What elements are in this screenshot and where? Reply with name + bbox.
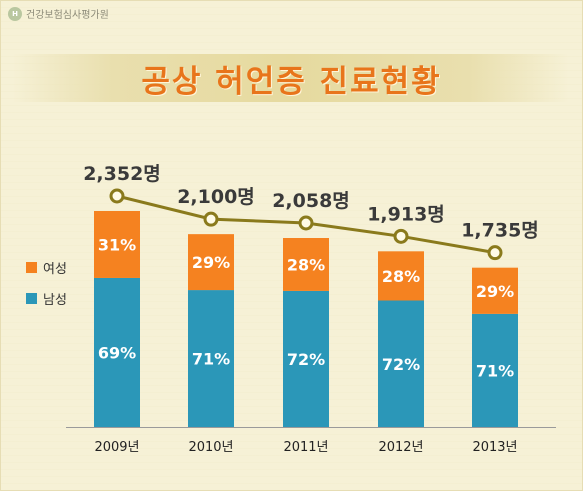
x-tick-label-4: 2013년 bbox=[472, 440, 517, 455]
bar-female-0 bbox=[94, 211, 140, 278]
total-point-4 bbox=[487, 245, 503, 261]
x-tick-label-1: 2010년 bbox=[188, 440, 233, 455]
data-label-female-2: 28% bbox=[287, 255, 325, 274]
total-label-1: 2,100명 bbox=[177, 186, 255, 208]
data-label-male-2: 72% bbox=[287, 350, 325, 369]
bar-female-4 bbox=[472, 267, 518, 314]
x-tick-label-0: 2009년 bbox=[94, 440, 139, 455]
legend-swatch-female bbox=[26, 262, 37, 273]
brand: H 건강보험심사평가원 bbox=[8, 6, 109, 21]
legend-item-female: 여성 bbox=[26, 258, 67, 277]
data-label-female-1: 29% bbox=[192, 253, 230, 272]
bar-female-1 bbox=[188, 234, 234, 291]
data-label-male-0: 69% bbox=[98, 343, 136, 362]
legend-label-male: 남성 bbox=[43, 293, 67, 308]
total-point-3 bbox=[393, 228, 409, 244]
total-label-4: 1,735명 bbox=[461, 220, 539, 242]
total-point-2 bbox=[298, 215, 314, 231]
legend-label-female: 여성 bbox=[43, 262, 67, 277]
data-label-female-4: 29% bbox=[476, 282, 514, 301]
x-tick-label-3: 2012년 bbox=[378, 440, 423, 455]
legend: 여성 남성 bbox=[26, 258, 67, 320]
bar-male-1 bbox=[188, 290, 234, 427]
brand-logo-icon: H bbox=[8, 6, 22, 21]
total-label-2: 2,058명 bbox=[272, 190, 350, 212]
data-label-male-1: 71% bbox=[192, 350, 230, 369]
bar-male-4 bbox=[472, 313, 518, 427]
total-point-1 bbox=[203, 211, 219, 227]
data-label-female-3: 28% bbox=[382, 267, 420, 286]
total-point-0 bbox=[109, 188, 125, 204]
data-label-male-4: 71% bbox=[476, 361, 514, 380]
legend-item-male: 남성 bbox=[26, 289, 67, 308]
bar-female-2 bbox=[283, 238, 329, 291]
bar-male-2 bbox=[283, 290, 329, 427]
bar-female-3 bbox=[378, 251, 424, 301]
x-tick-label-2: 2011년 bbox=[283, 440, 328, 455]
chart-title: 공상 허언증 진료현황 bbox=[141, 64, 442, 100]
bar-male-0 bbox=[94, 277, 140, 427]
brand-name: 건강보험심사평가원 bbox=[26, 10, 109, 21]
bar-male-3 bbox=[378, 300, 424, 427]
total-label-0: 2,352명 bbox=[83, 163, 161, 185]
title-band bbox=[12, 54, 569, 102]
data-label-female-0: 31% bbox=[98, 235, 136, 254]
total-label-3: 1,913명 bbox=[367, 203, 445, 225]
legend-swatch-male bbox=[26, 293, 37, 304]
data-label-male-3: 72% bbox=[382, 355, 420, 374]
